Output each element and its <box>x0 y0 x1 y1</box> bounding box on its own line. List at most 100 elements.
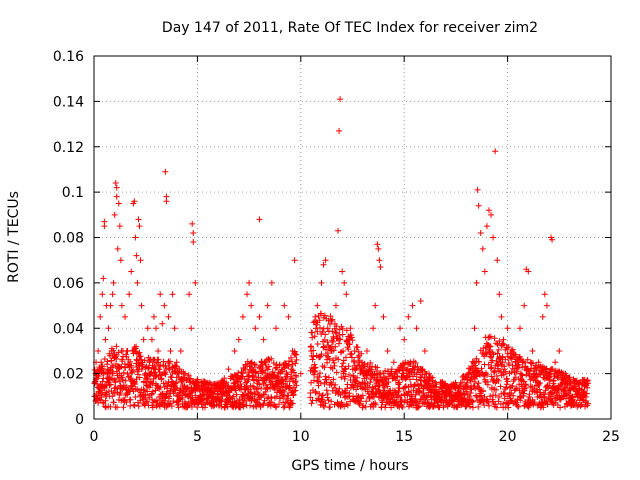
data-point-bg <box>556 395 563 402</box>
data-point-bg <box>149 388 156 395</box>
data-point-bg <box>336 385 343 392</box>
data-point-bg <box>350 373 357 380</box>
data-point-bg <box>145 365 152 372</box>
data-point-bg <box>127 358 134 365</box>
data-point-bg <box>136 374 143 381</box>
data-point-bg <box>318 310 325 317</box>
data-point-bg <box>338 363 345 370</box>
data-point-bg <box>242 379 249 386</box>
data-point-bg <box>131 380 138 387</box>
data-point <box>272 325 279 332</box>
data-point-bg <box>265 356 272 363</box>
data-point-bg <box>402 359 409 366</box>
data-point-bg <box>475 367 482 374</box>
data-point-bg <box>494 341 501 348</box>
y-tick-label: 0.02 <box>53 367 84 383</box>
data-point-bg <box>536 379 543 386</box>
data-point-bg <box>111 376 118 383</box>
data-point-bg <box>576 390 583 397</box>
data-point <box>150 313 157 320</box>
data-point <box>508 347 515 354</box>
data-point <box>417 298 424 305</box>
data-point-bg <box>482 350 489 357</box>
data-point-bg <box>266 399 273 406</box>
data-point-bg <box>332 329 339 336</box>
data-point-bg <box>339 331 346 338</box>
data-point <box>384 347 391 354</box>
data-point <box>332 302 339 309</box>
data-point <box>108 347 115 354</box>
data-point <box>337 96 344 103</box>
data-point <box>500 336 507 343</box>
data-point <box>583 381 590 388</box>
data-point-bg <box>358 350 365 357</box>
data-point-bg <box>562 390 569 397</box>
data-point-bg <box>292 379 299 386</box>
data-point <box>488 211 495 218</box>
data-points <box>91 96 592 411</box>
data-point-bg <box>397 398 404 405</box>
data-point-bg <box>321 312 328 319</box>
data-point-bg <box>265 363 272 370</box>
data-point <box>133 252 140 259</box>
data-point-bg <box>311 333 318 340</box>
data-point-bg <box>111 390 118 397</box>
data-point-bg <box>149 396 156 403</box>
data-point-bg <box>247 402 254 409</box>
data-point-bg <box>94 380 101 387</box>
data-point <box>556 347 563 354</box>
data-point <box>102 336 109 343</box>
data-point <box>552 359 559 366</box>
data-point <box>475 202 482 209</box>
data-point-bg <box>359 392 366 399</box>
data-point <box>308 347 315 354</box>
data-point <box>99 291 106 298</box>
data-point-bg <box>488 364 495 371</box>
data-point-bg <box>408 401 415 408</box>
data-point-bg <box>337 336 344 343</box>
data-point-bg <box>248 389 255 396</box>
data-point-bg <box>527 383 534 390</box>
y-tick-label: 0.08 <box>53 231 84 247</box>
data-point-bg <box>248 397 255 404</box>
data-point <box>442 393 449 400</box>
y-tick-label: 0.04 <box>53 321 84 337</box>
data-point-bg <box>424 394 431 401</box>
data-point <box>318 279 325 286</box>
data-point-bg <box>293 382 300 389</box>
data-point-bg <box>536 386 543 393</box>
data-point <box>189 220 196 227</box>
data-point-bg <box>480 387 487 394</box>
data-point-bg <box>333 323 340 330</box>
data-point <box>339 268 346 275</box>
data-point-bg <box>512 351 519 358</box>
data-point-bg <box>467 403 474 410</box>
data-point-bg <box>344 402 351 409</box>
data-point-bg <box>118 363 125 370</box>
data-point <box>107 302 114 309</box>
data-point-bg <box>194 376 201 383</box>
data-point-bg <box>523 371 530 378</box>
data-point-bg <box>199 396 206 403</box>
data-point-bg <box>494 376 501 383</box>
plot-frame <box>93 55 612 420</box>
data-point <box>477 229 484 236</box>
data-point-bg <box>484 381 491 388</box>
data-point-bg <box>395 393 402 400</box>
data-point <box>138 302 145 309</box>
data-point-bg <box>317 379 324 386</box>
data-point <box>335 227 342 234</box>
data-point <box>146 359 153 366</box>
data-point-bg <box>484 397 491 404</box>
data-point-bg <box>286 358 293 365</box>
data-point-bg <box>496 393 503 400</box>
data-point-bg <box>467 390 474 397</box>
data-point-bg <box>488 373 495 380</box>
data-point <box>97 313 104 320</box>
data-point-bg <box>143 382 150 389</box>
data-point <box>190 229 197 236</box>
data-point-bg <box>233 391 240 398</box>
data-point-bg <box>372 391 379 398</box>
data-point-bg <box>104 358 111 365</box>
data-point-bg <box>485 399 492 406</box>
